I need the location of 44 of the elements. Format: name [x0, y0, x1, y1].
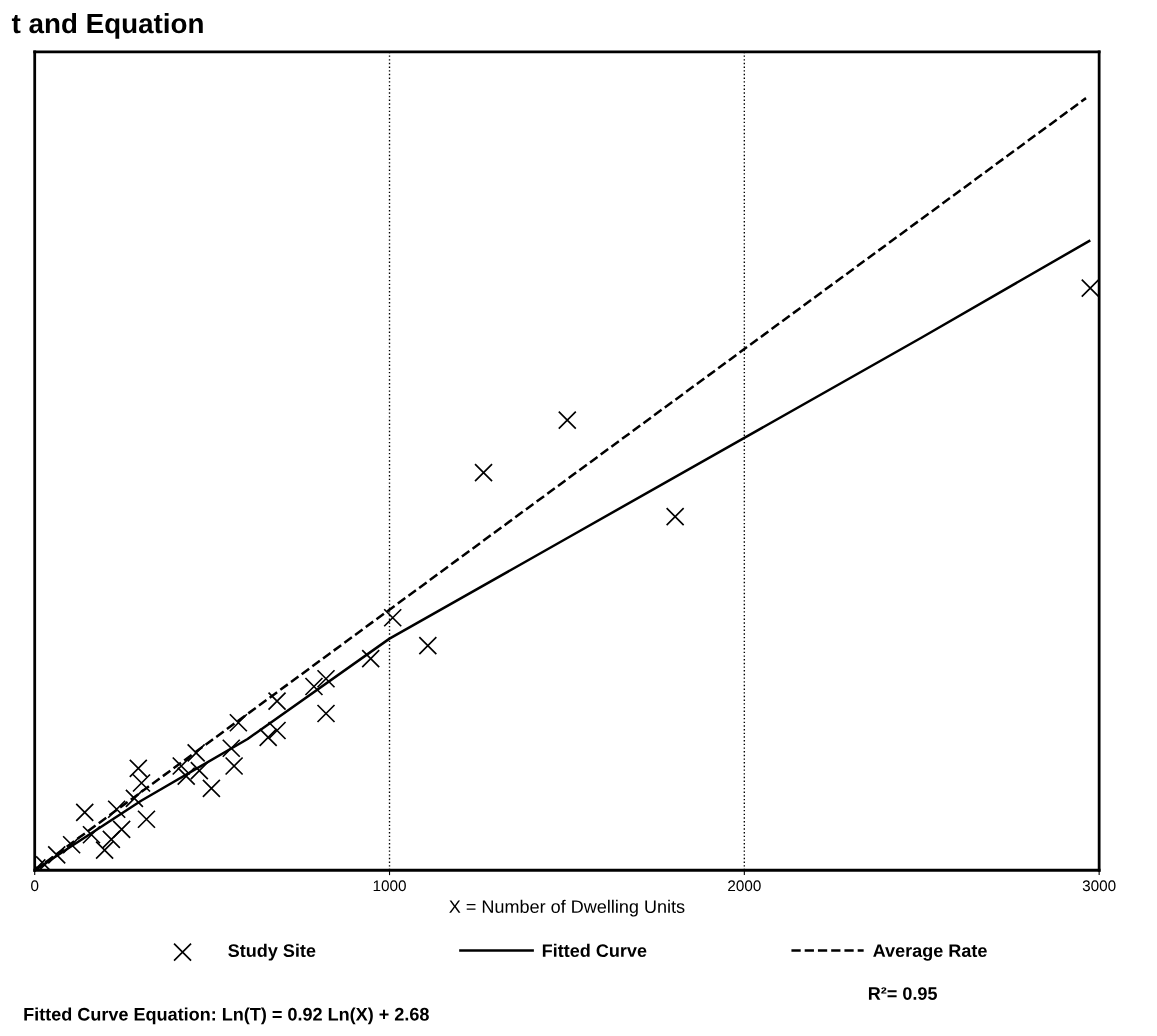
- point: [137, 809, 156, 829]
- point: [62, 835, 81, 855]
- chart-title: t and Equation: [11, 12, 203, 39]
- point: [474, 463, 493, 482]
- x-tick-label: 0: [31, 880, 39, 892]
- legend-label: Fitted Curve: [542, 943, 647, 958]
- point: [258, 728, 278, 747]
- x-axis-title: X = Number of Dwelling Units: [449, 899, 685, 917]
- point: [229, 713, 248, 733]
- point: [1080, 278, 1100, 298]
- point: [112, 819, 131, 839]
- legend-label: Study Site: [228, 943, 316, 961]
- point: [171, 756, 191, 776]
- point: [82, 825, 101, 845]
- point: [224, 756, 244, 776]
- text: Fitted Curve Equation: Ln(T) = 0.92 Ln(X) + 2.68: [24, 1007, 429, 1025]
- point: [267, 691, 287, 711]
- text: R²= 0.95: [868, 987, 937, 1000]
- point: [186, 743, 206, 763]
- point: [304, 677, 324, 696]
- point: [190, 761, 209, 780]
- point: [557, 410, 577, 430]
- point: [418, 636, 438, 655]
- x-tick-label: 1000: [373, 880, 406, 892]
- point: [47, 845, 67, 865]
- point: [267, 721, 287, 740]
- legend-label: Average Rate: [873, 944, 987, 961]
- x-tick-label: 3000: [1082, 880, 1116, 892]
- point: [132, 773, 151, 793]
- point: [176, 766, 196, 786]
- point: [95, 840, 114, 860]
- point: [102, 830, 121, 849]
- point: [383, 608, 403, 628]
- point: [316, 704, 336, 723]
- point: [361, 649, 381, 669]
- point: [107, 799, 127, 819]
- point: [221, 738, 241, 758]
- point: [128, 758, 148, 778]
- point: [202, 779, 221, 798]
- point: [125, 789, 144, 808]
- x-tick-label: 2000: [728, 880, 761, 892]
- point: [75, 802, 95, 822]
- point: [665, 507, 685, 526]
- point: [316, 669, 336, 689]
